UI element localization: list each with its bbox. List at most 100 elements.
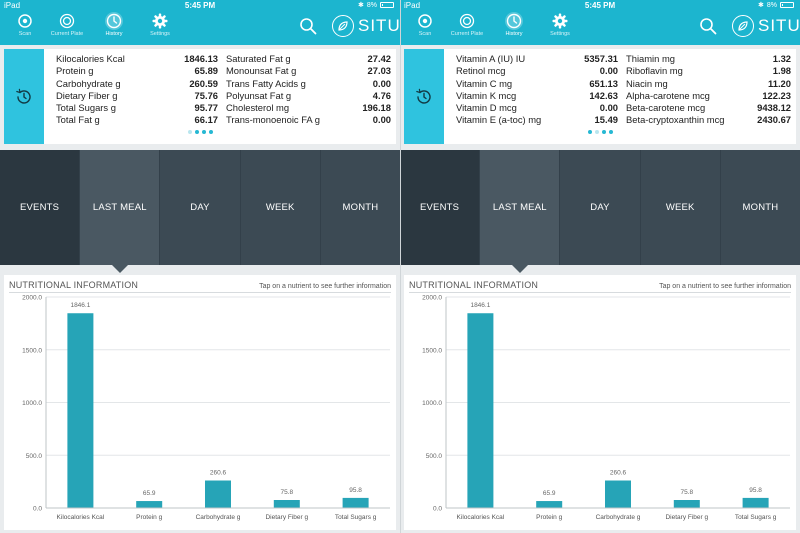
period-tab-month[interactable]: MONTH <box>719 150 800 265</box>
nutrient-row[interactable]: Vitamin A (IU) IU 5357.31 <box>456 53 618 65</box>
period-tab-day[interactable]: DAY <box>159 150 239 265</box>
nutrient-value: 75.76 <box>194 89 218 101</box>
nutrient-row[interactable]: Beta-cryptoxanthin mcg 2430.67 <box>626 114 791 126</box>
nutrient-row[interactable]: Dietary Fiber g 75.76 <box>56 90 218 102</box>
history-clock-tab[interactable] <box>4 49 44 144</box>
nutrient-bar-chart[interactable]: 0.0 500.0 1000.0 1500.0 2000.0 1846.1 Kilocalo… <box>404 275 796 530</box>
panel-title: NUTRITIONAL INFORMATION <box>409 280 539 290</box>
nutrient-value: 95.77 <box>194 102 218 114</box>
bar-value-label: 65.9 <box>143 490 156 497</box>
chart-bar[interactable] <box>673 500 700 508</box>
nutrient-row[interactable]: Total Fat g 66.17 <box>56 114 218 126</box>
nutrient-row[interactable]: Vitamin D mcg 0.00 <box>456 102 618 114</box>
chart-bar[interactable] <box>205 480 231 508</box>
history-clock-tab[interactable] <box>404 49 444 144</box>
bluetooth-icon: ✱ <box>358 2 364 9</box>
y-tick-label: 0.0 <box>433 506 442 513</box>
period-tab-day[interactable]: DAY <box>559 150 639 265</box>
nutrient-row[interactable]: Thiamin mg 1.32 <box>626 53 791 65</box>
chart-bar[interactable] <box>136 501 163 508</box>
nutrient-row[interactable]: Riboflavin mg 1.98 <box>626 65 791 77</box>
screen-right: iPad 5:45 PM ✱ 8% Scan Current Plate His… <box>400 0 800 533</box>
period-tab-events[interactable]: EVENTS <box>0 150 80 265</box>
gear-icon <box>151 12 169 30</box>
period-tab-last-meal[interactable]: LAST MEAL <box>79 150 160 273</box>
x-tick-label: Kilocalories Kcal <box>457 514 505 521</box>
chart-bar[interactable] <box>605 480 631 508</box>
nutrient-row[interactable]: Trans Fatty Acids g 0.00 <box>226 78 391 90</box>
search-icon <box>300 18 317 35</box>
nutrient-row[interactable]: Polyunsat Fat g 4.76 <box>226 90 391 102</box>
nutrient-row[interactable]: Vitamin K mcg 142.63 <box>456 90 618 102</box>
tab-current-plate[interactable]: Current Plate <box>49 12 85 42</box>
nutrient-row[interactable]: Total Sugars g 95.77 <box>56 102 218 114</box>
panel-hint: Tap on a nutrient to see further informa… <box>259 283 391 290</box>
battery-percent: 8% <box>366 1 377 9</box>
period-tabs: EVENTS LAST MEAL DAY WEEK MONTH <box>400 150 800 273</box>
period-tab-last-meal[interactable]: LAST MEAL <box>479 150 560 273</box>
tab-settings[interactable]: Settings <box>142 12 178 42</box>
nutrient-row[interactable]: Saturated Fat g 27.42 <box>226 53 391 65</box>
nutrient-row[interactable]: Niacin mg 11.20 <box>626 78 791 90</box>
chart-bar[interactable] <box>342 497 369 508</box>
nutrient-row[interactable]: Kilocalories Kcal 1846.13 <box>56 53 218 65</box>
nutrient-value: 4.76 <box>372 89 391 101</box>
nutrient-bar-chart[interactable]: 0.0 500.0 1000.0 1500.0 2000.0 1846.1 Kilocalo… <box>4 275 396 530</box>
chart-bar[interactable] <box>536 501 563 508</box>
x-tick-label: Protein g <box>136 514 162 521</box>
chart-bar[interactable] <box>742 497 769 508</box>
nutrient-value: 27.42 <box>367 53 391 64</box>
bar-value-label: 260.6 <box>210 470 227 477</box>
nutrient-summary-card[interactable]: Kilocalories Kcal 1846.13 Protein g 65.89 Ca… <box>4 49 396 144</box>
tab-settings[interactable]: Settings <box>542 12 578 42</box>
nutrient-value: 2430.67 <box>757 114 791 126</box>
page-dot[interactable] <box>608 130 613 134</box>
nutrient-label: Polyunsat Fat g <box>226 89 292 101</box>
page-dot[interactable] <box>201 130 206 134</box>
nutrient-label: Trans Fatty Acids g <box>226 77 306 89</box>
period-tab-week[interactable]: WEEK <box>639 150 720 265</box>
nutrient-row[interactable]: Trans-monoenoic FA g 0.00 <box>226 114 391 126</box>
page-dot[interactable] <box>601 130 606 134</box>
tab-scan[interactable]: Scan <box>407 12 443 42</box>
nutrient-label: Vitamin K mcg <box>456 89 517 101</box>
leaf-icon <box>732 15 754 37</box>
nutrient-label: Vitamin A (IU) IU <box>456 53 526 64</box>
page-dot[interactable] <box>194 130 199 134</box>
period-tab-events[interactable]: EVENTS <box>400 150 480 265</box>
nutrient-row[interactable]: Vitamin E (a-toc) mg 15.49 <box>456 114 618 126</box>
status-time: 5:45 PM <box>584 1 616 10</box>
tab-history[interactable]: History <box>96 12 132 42</box>
chart-bar[interactable] <box>67 313 94 508</box>
nutrient-row[interactable]: Retinol mcg 0.00 <box>456 65 618 77</box>
nutrient-value: 27.03 <box>367 65 391 77</box>
period-tab-week[interactable]: WEEK <box>239 150 320 265</box>
tab-current-plate[interactable]: Current Plate <box>449 12 485 42</box>
page-dot[interactable] <box>594 130 599 134</box>
nutrient-row[interactable]: Monounsat Fat g 27.03 <box>226 65 391 77</box>
bar-value-label: 75.8 <box>280 489 293 496</box>
search-button[interactable] <box>299 17 317 35</box>
tab-label: Scan <box>18 31 32 37</box>
nutrient-row[interactable]: Vitamin C mg 651.13 <box>456 78 618 90</box>
nutrient-row[interactable]: Protein g 65.89 <box>56 65 218 77</box>
page-indicator[interactable] <box>4 130 396 134</box>
nutrient-row[interactable]: Carbohydrate g 260.59 <box>56 78 218 90</box>
bar-value-label: 1846.1 <box>470 302 490 309</box>
tab-history[interactable]: History <box>496 12 532 42</box>
page-indicator[interactable] <box>404 130 796 134</box>
page-dot[interactable] <box>587 130 592 134</box>
page-dot[interactable] <box>187 130 192 134</box>
search-button[interactable] <box>699 17 717 35</box>
nutrient-row[interactable]: Cholesterol mg 196.18 <box>226 102 391 114</box>
nutrient-summary-card[interactable]: Vitamin A (IU) IU 5357.31 Retinol mcg 0.00 V… <box>404 49 796 144</box>
nutrient-row[interactable]: Alpha-carotene mcg 122.23 <box>626 90 791 102</box>
nutrient-row[interactable]: Beta-carotene mcg 9438.12 <box>626 102 791 114</box>
tab-scan[interactable]: Scan <box>7 12 43 42</box>
nutrient-column-1: Vitamin A (IU) IU 5357.31 Retinol mcg 0.00 V… <box>456 53 618 127</box>
chart-bar[interactable] <box>467 313 494 508</box>
chart-bar[interactable] <box>273 500 300 508</box>
nutrition-panel: NUTRITIONAL INFORMATION Tap on a nutrien… <box>4 275 396 530</box>
period-tab-month[interactable]: MONTH <box>319 150 400 265</box>
page-dot[interactable] <box>208 130 213 134</box>
